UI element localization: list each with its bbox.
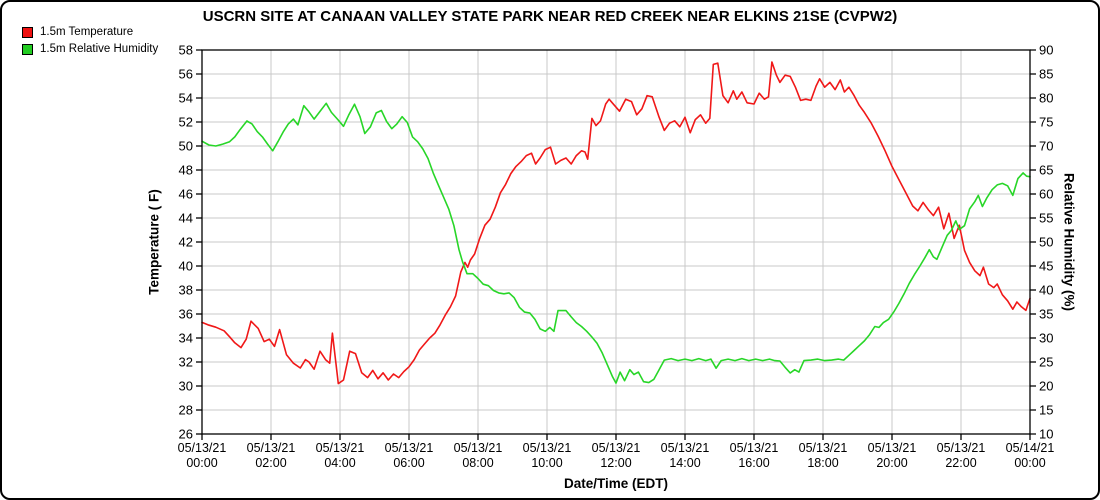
svg-text:70: 70 xyxy=(1039,139,1053,154)
svg-text:90: 90 xyxy=(1039,43,1053,58)
svg-text:34: 34 xyxy=(179,331,193,346)
svg-text:05/13/21: 05/13/21 xyxy=(385,441,434,455)
svg-text:30: 30 xyxy=(1039,331,1053,346)
svg-text:42: 42 xyxy=(179,235,193,250)
svg-text:04:00: 04:00 xyxy=(324,456,355,470)
legend: 1.5m Temperature 1.5m Relative Humidity xyxy=(22,26,158,60)
1-5m-relative-humidity-line xyxy=(201,102,1031,384)
svg-text:40: 40 xyxy=(179,259,193,274)
svg-text:05/13/21: 05/13/21 xyxy=(730,441,779,455)
svg-text:05/13/21: 05/13/21 xyxy=(247,441,296,455)
svg-text:26: 26 xyxy=(179,427,193,442)
svg-text:18:00: 18:00 xyxy=(807,456,838,470)
svg-text:05/13/21: 05/13/21 xyxy=(454,441,503,455)
svg-text:05/13/21: 05/13/21 xyxy=(523,441,572,455)
svg-text:05/13/21: 05/13/21 xyxy=(799,441,848,455)
svg-text:50: 50 xyxy=(1039,235,1053,250)
svg-text:38: 38 xyxy=(179,283,193,298)
svg-text:45: 45 xyxy=(1039,259,1053,274)
svg-text:85: 85 xyxy=(1039,67,1053,82)
legend-label-humidity: 1.5m Relative Humidity xyxy=(40,43,159,55)
legend-entry-temperature: 1.5m Temperature xyxy=(22,26,158,38)
svg-text:65: 65 xyxy=(1039,163,1053,178)
svg-text:28: 28 xyxy=(179,403,193,418)
svg-text:05/13/21: 05/13/21 xyxy=(937,441,986,455)
svg-text:12:00: 12:00 xyxy=(600,456,631,470)
svg-text:22:00: 22:00 xyxy=(945,456,976,470)
svg-text:48: 48 xyxy=(179,163,193,178)
svg-text:15: 15 xyxy=(1039,403,1053,418)
svg-text:35: 35 xyxy=(1039,307,1053,322)
svg-text:46: 46 xyxy=(179,187,193,202)
svg-text:30: 30 xyxy=(179,379,193,394)
svg-text:36: 36 xyxy=(179,307,193,322)
svg-text:05/13/21: 05/13/21 xyxy=(316,441,365,455)
svg-text:58: 58 xyxy=(179,43,193,58)
temperature-swatch-icon xyxy=(22,26,33,38)
svg-text:52: 52 xyxy=(179,115,193,130)
legend-label-temperature: 1.5m Temperature xyxy=(40,26,134,38)
svg-text:80: 80 xyxy=(1039,91,1053,106)
x-axis-title: Date/Time (EDT) xyxy=(563,476,669,491)
svg-text:32: 32 xyxy=(179,355,193,370)
svg-text:08:00: 08:00 xyxy=(462,456,493,470)
svg-text:10: 10 xyxy=(1039,427,1053,442)
svg-text:14:00: 14:00 xyxy=(669,456,700,470)
svg-text:10:00: 10:00 xyxy=(531,456,562,470)
chart-title: USCRN SITE AT CANAAN VALLEY STATE PARK N… xyxy=(202,8,898,25)
svg-text:25: 25 xyxy=(1039,355,1053,370)
svg-text:06:00: 06:00 xyxy=(393,456,424,470)
svg-text:05/13/21: 05/13/21 xyxy=(868,441,917,455)
svg-text:40: 40 xyxy=(1039,283,1053,298)
svg-text:05/13/21: 05/13/21 xyxy=(178,441,227,455)
svg-text:50: 50 xyxy=(179,139,193,154)
svg-text:02:00: 02:00 xyxy=(255,456,286,470)
svg-text:56: 56 xyxy=(179,67,193,82)
svg-text:54: 54 xyxy=(179,91,193,106)
svg-text:00:00: 00:00 xyxy=(186,456,217,470)
svg-text:20:00: 20:00 xyxy=(876,456,907,470)
svg-text:05/13/21: 05/13/21 xyxy=(592,441,641,455)
svg-text:05/14/21: 05/14/21 xyxy=(1006,441,1055,455)
svg-text:00:00: 00:00 xyxy=(1014,456,1045,470)
humidity-swatch-icon xyxy=(22,43,33,55)
svg-text:75: 75 xyxy=(1039,115,1053,130)
svg-text:05/13/21: 05/13/21 xyxy=(661,441,710,455)
legend-entry-humidity: 1.5m Relative Humidity xyxy=(22,43,158,55)
svg-text:20: 20 xyxy=(1039,379,1053,394)
svg-text:60: 60 xyxy=(1039,187,1053,202)
svg-text:44: 44 xyxy=(179,211,193,226)
svg-text:55: 55 xyxy=(1039,211,1053,226)
1-5m-temperature-line xyxy=(201,61,1031,385)
svg-text:16:00: 16:00 xyxy=(738,456,769,470)
